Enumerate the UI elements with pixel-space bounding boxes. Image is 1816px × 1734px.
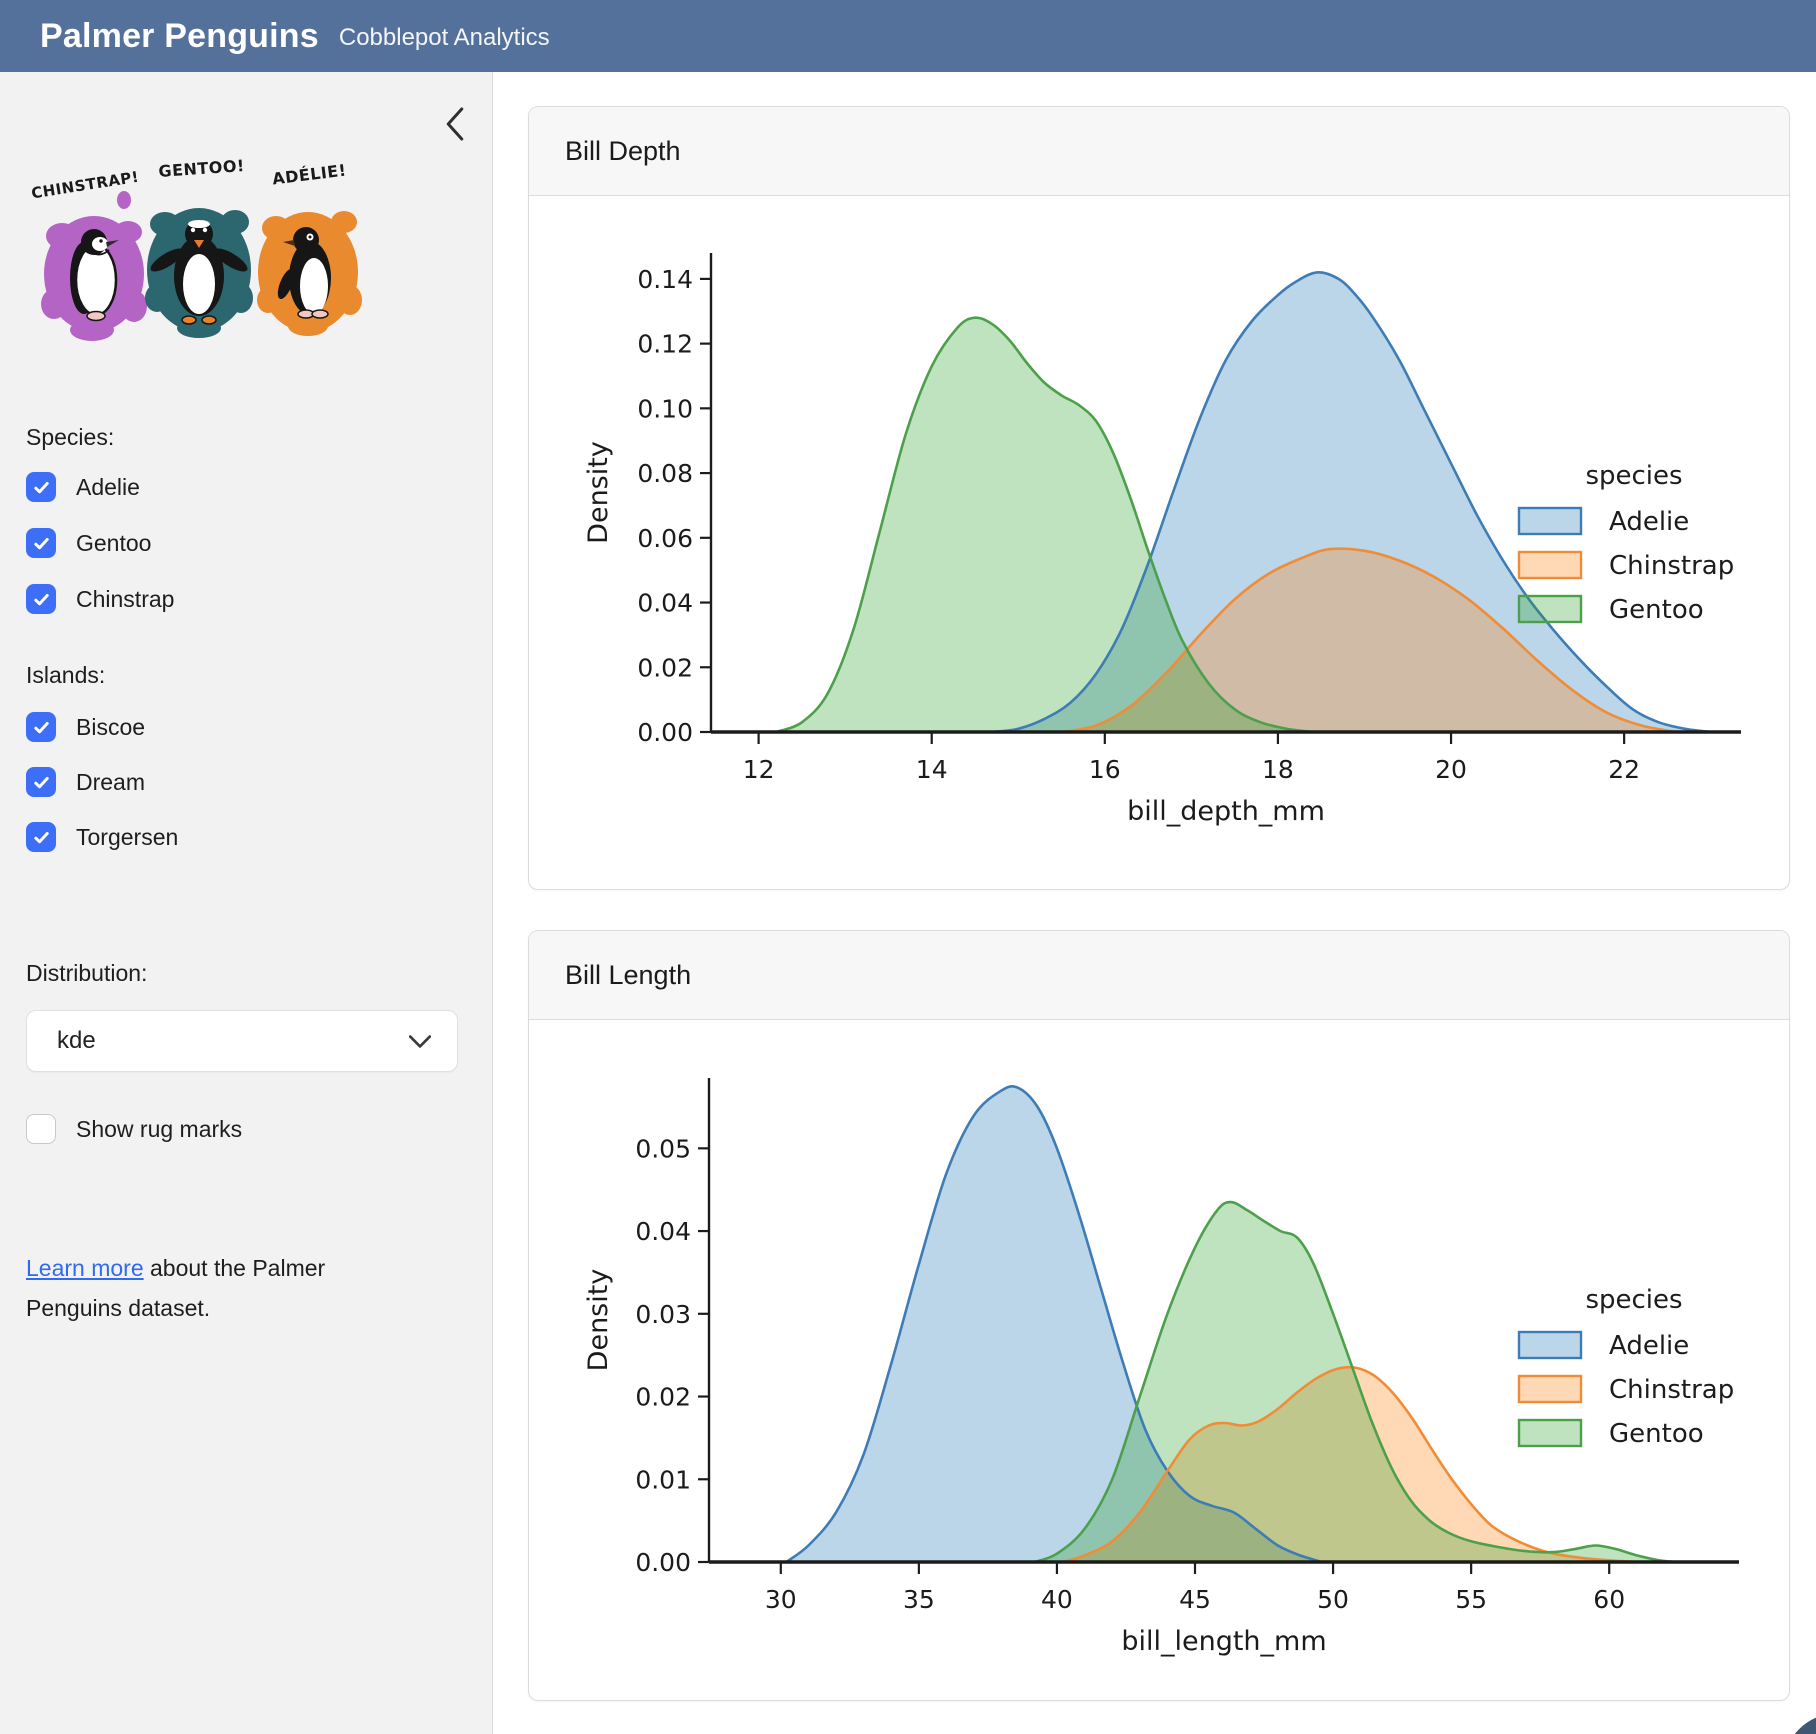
distribution-label: Distribution: [26, 960, 147, 987]
sidebar-collapse-button[interactable] [438, 102, 472, 146]
y-tick-label: 0.00 [635, 1548, 691, 1577]
x-tick-label: 18 [1262, 755, 1294, 784]
learn-more-paragraph: Learn more about the Palmer Penguins dat… [26, 1248, 401, 1328]
x-tick-label: 40 [1041, 1585, 1073, 1614]
y-tick-label: 0.10 [637, 394, 693, 423]
legend-swatch-chinstrap [1519, 1376, 1581, 1402]
y-tick-label: 0.05 [635, 1134, 691, 1163]
legend-label-gentoo: Gentoo [1609, 595, 1704, 625]
x-tick-label: 50 [1317, 1585, 1349, 1614]
checkbox-label: Gentoo [76, 530, 151, 557]
distribution-select[interactable]: kde [26, 1010, 458, 1072]
legend-label-chinstrap: Chinstrap [1609, 1375, 1734, 1405]
show-rug-marks-checkbox[interactable]: Show rug marks [26, 1112, 242, 1146]
species-checkbox-adelie[interactable]: Adelie [26, 470, 140, 504]
bill-length-card: Bill Length 30 35 40 45 50 55 60 0.00 0.01 0.02 0.… [528, 930, 1790, 1701]
penguin-artwork-image: CHINSTRAP! GENTOO! ADÉLIE! [24, 146, 374, 361]
species-group-label: Species: [26, 424, 114, 451]
checkbox-icon [26, 584, 56, 614]
y-axis-title: Density [583, 1269, 614, 1372]
adelie-label: ADÉLIE! [271, 161, 347, 189]
y-tick-label: 0.08 [637, 459, 693, 488]
legend-label-adelie: Adelie [1609, 1331, 1689, 1361]
legend-swatch-gentoo [1519, 596, 1581, 622]
legend-title: species [1585, 1285, 1682, 1315]
y-tick-label: 0.04 [635, 1217, 691, 1246]
y-tick-label: 0.04 [637, 589, 693, 618]
y-tick-label: 0.12 [637, 330, 693, 359]
checkbox-icon [26, 528, 56, 558]
bill-length-card-title: Bill Length [529, 931, 1789, 1020]
x-tick-label: 30 [765, 1585, 797, 1614]
app-window: Palmer Penguins Cobblepot Analytics [0, 0, 1816, 1734]
legend-swatch-adelie [1519, 508, 1581, 534]
y-axis-title: Density [583, 441, 614, 544]
y-tick-label: 0.14 [637, 265, 693, 294]
legend-swatch-chinstrap [1519, 552, 1581, 578]
chevron-down-icon [409, 1035, 431, 1048]
chevron-left-icon [446, 107, 464, 141]
y-tick-label: 0.02 [637, 653, 693, 682]
bill-length-card-body: 30 35 40 45 50 55 60 0.00 0.01 0.02 0.03 0.04 0.05 bi… [529, 1020, 1789, 1705]
bill-length-chart: 30 35 40 45 50 55 60 0.00 0.01 0.02 0.03 0.04 0.05 bi… [529, 1020, 1789, 1700]
checkbox-icon [26, 767, 56, 797]
x-tick-label: 12 [743, 755, 775, 784]
x-tick-label: 45 [1179, 1585, 1211, 1614]
sidebar: CHINSTRAP! GENTOO! ADÉLIE! Species: Adel… [0, 72, 493, 1734]
app-title: Palmer Penguins [40, 17, 319, 56]
checkbox-icon [26, 472, 56, 502]
bill-depth-card-body: 12 14 16 18 20 22 0.00 0.02 0.04 0.06 0.08 0.10 0.12… [529, 196, 1789, 895]
x-tick-label: 22 [1608, 755, 1640, 784]
island-checkbox-dream[interactable]: Dream [26, 765, 145, 799]
x-tick-label: 35 [903, 1585, 935, 1614]
bill-depth-card: Bill Depth 12 14 16 18 20 22 0.00 0.02 0.04 0.06 0… [528, 106, 1790, 890]
checkbox-icon [26, 822, 56, 852]
checkbox-label: Biscoe [76, 714, 145, 741]
legend-label-gentoo: Gentoo [1609, 1419, 1704, 1449]
y-tick-label: 0.00 [637, 718, 693, 747]
bill-depth-chart: 12 14 16 18 20 22 0.00 0.02 0.04 0.06 0.08 0.10 0.12… [529, 196, 1789, 890]
checkbox-label: Chinstrap [76, 586, 174, 613]
species-checkbox-chinstrap[interactable]: Chinstrap [26, 582, 174, 616]
bill-depth-card-title: Bill Depth [529, 107, 1789, 196]
x-axis-title: bill_length_mm [1121, 1626, 1326, 1657]
x-tick-label: 20 [1435, 755, 1467, 784]
y-tick-label: 0.03 [635, 1300, 691, 1329]
legend-title: species [1585, 461, 1682, 491]
y-tick-label: 0.01 [635, 1465, 691, 1494]
checkbox-label: Show rug marks [76, 1116, 242, 1143]
x-tick-label: 60 [1593, 1585, 1625, 1614]
x-tick-label: 55 [1455, 1585, 1487, 1614]
checkbox-label: Torgersen [76, 824, 178, 851]
checkbox-icon [26, 1114, 56, 1144]
legend-label-adelie: Adelie [1609, 507, 1689, 537]
island-checkbox-biscoe[interactable]: Biscoe [26, 710, 145, 744]
checkbox-label: Dream [76, 769, 145, 796]
y-tick-label: 0.06 [637, 524, 693, 553]
island-checkbox-torgersen[interactable]: Torgersen [26, 820, 178, 854]
x-tick-label: 16 [1089, 755, 1121, 784]
legend-swatch-adelie [1519, 1332, 1581, 1358]
floating-action-button[interactable] [1783, 1713, 1816, 1734]
islands-group-label: Islands: [26, 662, 105, 689]
checkbox-label: Adelie [76, 474, 140, 501]
y-tick-label: 0.02 [635, 1383, 691, 1412]
checkbox-icon [26, 712, 56, 742]
app-subtitle: Cobblepot Analytics [339, 24, 550, 52]
distribution-selected-value: kde [57, 1027, 96, 1055]
learn-more-link[interactable]: Learn more [26, 1255, 144, 1281]
x-tick-label: 14 [916, 755, 948, 784]
legend-swatch-gentoo [1519, 1420, 1581, 1446]
gentoo-label: GENTOO! [158, 156, 245, 181]
app-header: Palmer Penguins Cobblepot Analytics [0, 0, 1816, 72]
legend-label-chinstrap: Chinstrap [1609, 551, 1734, 581]
species-checkbox-gentoo[interactable]: Gentoo [26, 526, 151, 560]
x-axis-title: bill_depth_mm [1127, 796, 1325, 827]
